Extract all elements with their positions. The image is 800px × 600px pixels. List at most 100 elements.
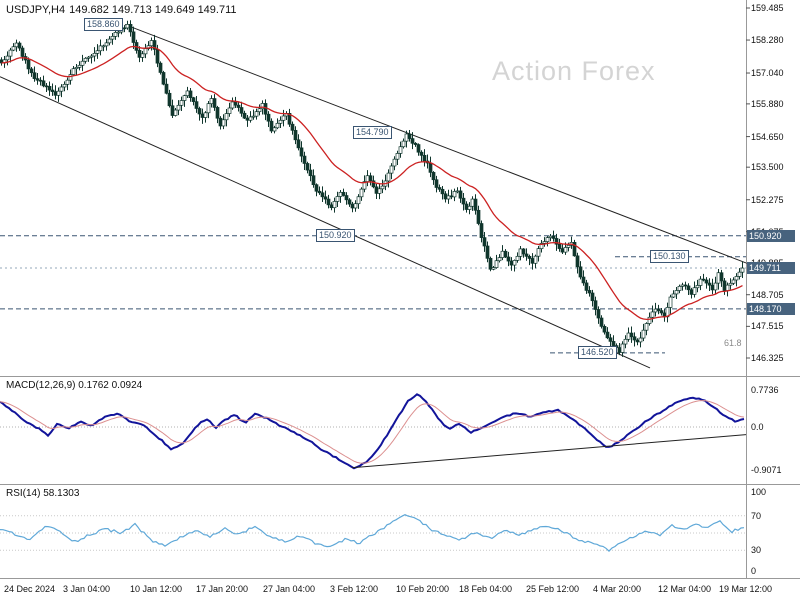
candle-body xyxy=(587,290,592,294)
candle-body xyxy=(302,155,307,164)
time-axis-label: 27 Jan 04:00 xyxy=(263,584,316,594)
candle-body xyxy=(716,272,721,284)
price-axis-label: 155.880 xyxy=(751,98,784,109)
candle-body xyxy=(575,255,580,268)
candle-body xyxy=(509,260,514,266)
candle-body xyxy=(281,115,286,121)
price-callout: 158.860 xyxy=(84,18,123,32)
time-axis-label: 3 Feb 12:00 xyxy=(330,584,379,594)
candle-body xyxy=(692,287,697,295)
candle-body xyxy=(731,279,736,284)
candle-body xyxy=(116,31,121,34)
candle-body xyxy=(326,198,331,206)
candle-body xyxy=(68,74,73,81)
candle-body xyxy=(629,332,634,338)
candle-body xyxy=(431,172,436,181)
candle-body xyxy=(527,256,532,259)
candle-body xyxy=(620,343,625,353)
candle-body xyxy=(173,109,178,116)
candle-body xyxy=(323,196,328,200)
current-price-box: 149.711 xyxy=(747,261,795,274)
candle-body xyxy=(176,104,181,111)
candle-body xyxy=(230,101,235,109)
price-callout: 150.130 xyxy=(650,250,689,264)
candle-body xyxy=(386,172,391,182)
candle-body xyxy=(170,105,175,116)
price-axis-label: 152.275 xyxy=(751,194,784,205)
candle-body xyxy=(707,282,712,286)
candle-body xyxy=(470,198,475,207)
candle-body xyxy=(128,24,133,33)
candle-body xyxy=(278,119,283,124)
candle-body xyxy=(551,235,556,239)
candle-body xyxy=(422,155,427,162)
candle-body xyxy=(596,309,601,319)
candle-body xyxy=(608,337,613,342)
candle-body xyxy=(29,68,34,74)
candle-body xyxy=(536,248,541,257)
candle-body xyxy=(632,336,637,341)
candle-body xyxy=(290,123,295,131)
candle-body xyxy=(695,285,700,289)
candle-body xyxy=(317,190,322,194)
candle-body xyxy=(434,179,439,188)
candle-body xyxy=(725,284,730,291)
candle-body xyxy=(182,95,187,101)
candle-body xyxy=(233,101,238,106)
candle-body xyxy=(17,42,22,49)
candle-body xyxy=(461,197,466,205)
candle-body xyxy=(728,282,733,286)
rsi-axis-label: 70 xyxy=(751,510,762,521)
candle-body xyxy=(32,72,37,79)
candle-body xyxy=(131,31,136,43)
candle-body xyxy=(98,45,103,52)
moving-average-line xyxy=(1,45,743,321)
candle-body xyxy=(584,282,589,291)
candle-body xyxy=(500,250,505,258)
candle-body xyxy=(410,138,415,144)
candle-body xyxy=(50,89,55,92)
candle-body xyxy=(686,285,691,291)
candle-body xyxy=(47,86,52,91)
candle-body xyxy=(404,133,409,142)
candle-body xyxy=(467,205,472,210)
candle-body xyxy=(377,188,382,194)
candle-body xyxy=(683,284,688,287)
candle-body xyxy=(365,175,370,182)
candle-body xyxy=(713,282,718,291)
level-price-box: 150.920 xyxy=(747,229,795,242)
candle-body xyxy=(140,53,145,58)
macd-indicator-label: MACD(12,26,9) 0.1762 0.0924 xyxy=(6,380,143,391)
candle-body xyxy=(440,188,445,195)
candle-body xyxy=(668,296,673,308)
time-axis-label: 12 Mar 04:00 xyxy=(658,584,712,594)
candle-body xyxy=(590,292,595,302)
candle-body xyxy=(293,129,298,141)
candle-body xyxy=(710,284,715,291)
candle-body xyxy=(212,98,217,108)
candle-body xyxy=(53,91,58,96)
candle-body xyxy=(59,86,64,92)
candle-body xyxy=(659,310,664,314)
candle-body xyxy=(152,40,157,50)
time-axis-label: 10 Jan 12:00 xyxy=(130,584,183,594)
candle-body xyxy=(35,78,40,81)
candle-body xyxy=(371,180,376,188)
candle-body xyxy=(653,308,658,313)
price-axis-label: 147.515 xyxy=(751,321,784,332)
candle-body xyxy=(407,133,412,139)
candle-body xyxy=(482,237,487,247)
candle-body xyxy=(593,300,598,310)
candle-body xyxy=(287,113,292,125)
candle-body xyxy=(122,27,127,30)
candle-body xyxy=(263,103,268,115)
candle-body xyxy=(191,97,196,102)
level-price-box: 148.170 xyxy=(747,302,795,315)
candle-body xyxy=(563,247,568,253)
candle-body xyxy=(449,195,454,198)
candle-body xyxy=(392,158,397,167)
channel-trendline-1 xyxy=(124,24,747,264)
ohlc-readout: 149.682 149.713 149.649 149.711 xyxy=(69,4,237,16)
time-axis-label: 18 Feb 04:00 xyxy=(459,584,513,594)
